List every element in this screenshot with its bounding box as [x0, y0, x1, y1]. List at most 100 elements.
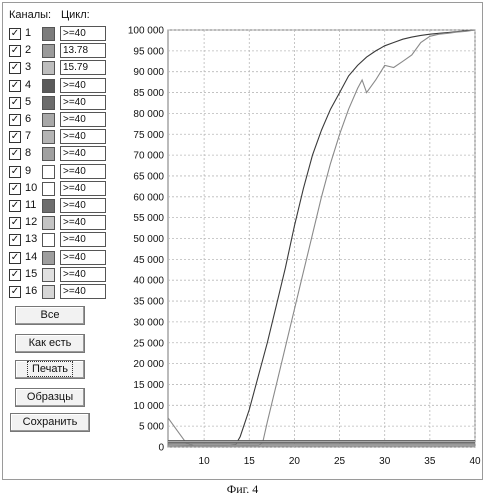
channel-row: ✓213.78: [9, 43, 107, 58]
channel-number: 8: [25, 147, 41, 159]
all-button[interactable]: Все: [15, 306, 85, 325]
channel-number: 6: [25, 113, 41, 125]
y-tick-label: 70 000: [133, 151, 164, 162]
channel-color-swatch[interactable]: [42, 27, 55, 41]
channel-row: ✓ 7 >=40: [9, 129, 107, 144]
channel-checkbox[interactable]: ✓: [9, 28, 21, 40]
channel-color-swatch[interactable]: [42, 165, 55, 179]
as-is-button-label: Как есть: [29, 337, 72, 349]
channel-cycle-field[interactable]: >=40: [60, 146, 106, 161]
channel-number: 1: [25, 27, 41, 39]
x-tick-label: 10: [199, 456, 211, 467]
x-tick-label: 30: [379, 456, 391, 467]
channel-color-swatch[interactable]: [42, 285, 55, 299]
channel-cycle-field[interactable]: >=40: [60, 26, 106, 41]
channel-number: 11: [25, 199, 41, 211]
x-tick-label: 20: [289, 456, 301, 467]
channel-color-swatch[interactable]: [42, 268, 55, 282]
channel-number: 16: [25, 285, 41, 297]
y-tick-label: 25 000: [133, 338, 164, 349]
y-tick-label: 50 000: [133, 234, 164, 245]
channel-row: ✓14>=40: [9, 250, 107, 265]
channel-checkbox[interactable]: ✓: [9, 62, 21, 74]
channel-row: ✓9>=40: [9, 164, 107, 179]
y-tick-label: 5 000: [139, 422, 164, 433]
channel-row: ✓ 12 >=40: [9, 215, 107, 230]
channel-color-swatch[interactable]: [42, 61, 55, 75]
channel-checkbox[interactable]: ✓: [9, 234, 21, 246]
channel-cycle-field[interactable]: >=40: [60, 284, 106, 299]
y-tick-label: 75 000: [133, 130, 164, 141]
samples-button[interactable]: Образцы: [15, 388, 85, 407]
channel-cycle-field[interactable]: >=40: [60, 215, 106, 230]
x-tick-label: 40: [469, 456, 481, 467]
channel-color-swatch[interactable]: [42, 44, 55, 58]
channel-cycle-field[interactable]: >=40: [60, 232, 106, 247]
channel-cycle-field[interactable]: >=40: [60, 78, 106, 93]
channel-cycle-field[interactable]: 13.78: [60, 43, 106, 58]
channel-color-swatch[interactable]: [42, 130, 55, 144]
channel-checkbox[interactable]: ✓: [9, 269, 21, 281]
cycle-header: Цикл:: [61, 9, 90, 21]
y-tick-label: 35 000: [133, 297, 164, 308]
channel-number: 10: [25, 182, 41, 194]
y-tick-label: 15 000: [133, 380, 164, 391]
channel-row: ✓ 11 >=40: [9, 198, 107, 213]
channel-checkbox[interactable]: ✓: [9, 148, 21, 160]
channel-cycle-field[interactable]: 15.79: [60, 60, 106, 75]
channel-number: 3: [25, 61, 41, 73]
y-tick-label: 80 000: [133, 109, 164, 120]
y-tick-label: 95 000: [133, 46, 164, 57]
all-button-label: Все: [41, 309, 60, 321]
channel-checkbox[interactable]: ✓: [9, 131, 21, 143]
print-button-label: Печать: [29, 363, 71, 375]
channel-cycle-field[interactable]: >=40: [60, 250, 106, 265]
channel-number: 4: [25, 79, 41, 91]
channel-cycle-field[interactable]: >=40: [60, 181, 106, 196]
channel-color-swatch[interactable]: [42, 216, 55, 230]
channel-checkbox[interactable]: ✓: [9, 183, 21, 195]
channel-panel: Каналы: Цикл: ✓1>=40✓213.78✓315.79✓4>=40…: [3, 3, 109, 479]
channel-cycle-field[interactable]: >=40: [60, 95, 106, 110]
y-tick-label: 0: [158, 443, 164, 454]
channel-cycle-field[interactable]: >=40: [60, 198, 106, 213]
y-tick-label: 100 000: [128, 26, 165, 37]
channel-checkbox[interactable]: ✓: [9, 217, 21, 229]
channel-color-swatch[interactable]: [42, 79, 55, 93]
print-button[interactable]: Печать: [15, 360, 85, 379]
channel-color-swatch[interactable]: [42, 182, 55, 196]
channel-number: 15: [25, 268, 41, 280]
channel-color-swatch[interactable]: [42, 147, 55, 161]
save-button-label: Сохранить: [23, 416, 78, 428]
channel-color-swatch[interactable]: [42, 251, 55, 265]
channel-row: ✓ 13 >=40: [9, 232, 107, 247]
y-tick-label: 90 000: [133, 67, 164, 78]
channel-color-swatch[interactable]: [42, 233, 55, 247]
channel-cycle-field[interactable]: >=40: [60, 112, 106, 127]
channel-checkbox[interactable]: ✓: [9, 45, 21, 57]
channel-number: 12: [25, 216, 41, 228]
channel-number: 13: [25, 233, 41, 245]
y-tick-label: 45 000: [133, 255, 164, 266]
channel-color-swatch[interactable]: [42, 199, 55, 213]
channel-checkbox[interactable]: ✓: [9, 286, 21, 298]
channel-color-swatch[interactable]: [42, 96, 55, 110]
channel-color-swatch[interactable]: [42, 113, 55, 127]
channel-checkbox[interactable]: ✓: [9, 80, 21, 92]
channel-number: 5: [25, 96, 41, 108]
channel-checkbox[interactable]: ✓: [9, 200, 21, 212]
channel-cycle-field[interactable]: >=40: [60, 129, 106, 144]
channel-row: ✓ 3 15.79: [9, 60, 107, 75]
channel-row: ✓ 10 >=40: [9, 181, 107, 196]
channel-checkbox[interactable]: ✓: [9, 97, 21, 109]
channel-checkbox[interactable]: ✓: [9, 252, 21, 264]
channel-cycle-field[interactable]: >=40: [60, 267, 106, 282]
channel-checkbox[interactable]: ✓: [9, 114, 21, 126]
channel-cycle-field[interactable]: >=40: [60, 164, 106, 179]
y-tick-label: 60 000: [133, 192, 164, 203]
as-is-button[interactable]: Как есть: [15, 334, 85, 353]
channel-checkbox[interactable]: ✓: [9, 166, 21, 178]
save-button[interactable]: Сохранить: [10, 413, 90, 432]
channel-number: 7: [25, 130, 41, 142]
figure-caption: Фиг. 4: [0, 482, 485, 497]
